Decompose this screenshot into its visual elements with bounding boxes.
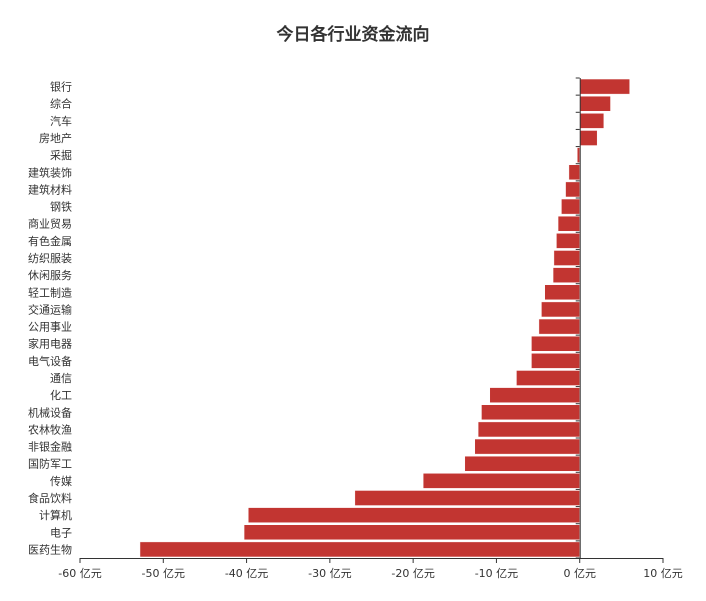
x-tick-label: -40 亿元: [225, 567, 268, 580]
bar-汽车[interactable]: [579, 113, 605, 129]
bar-钢铁[interactable]: [561, 198, 580, 215]
bar-电子[interactable]: [243, 524, 580, 541]
x-tick-label: -20 亿元: [391, 567, 434, 580]
bar-机械设备[interactable]: [481, 404, 580, 421]
bar-建筑材料[interactable]: [565, 181, 580, 198]
category-label: 传媒: [50, 475, 72, 488]
bar-电气设备[interactable]: [531, 353, 580, 369]
category-label: 机械设备: [28, 405, 72, 419]
category-label: 交通运输: [28, 302, 72, 316]
category-label: 房地产: [39, 131, 72, 145]
bar-化工[interactable]: [489, 387, 580, 403]
x-tick-label: -10 亿元: [475, 567, 518, 580]
bar-公用事业[interactable]: [538, 318, 580, 335]
bar-食品饮料[interactable]: [354, 490, 580, 506]
category-label: 计算机: [39, 508, 72, 522]
bar-家用电器[interactable]: [531, 335, 580, 352]
bar-休闲服务[interactable]: [552, 267, 580, 283]
category-label: 家用电器: [28, 337, 72, 351]
category-label: 农林牧渔: [28, 422, 72, 436]
category-label: 化工: [50, 388, 72, 402]
bar-国防军工[interactable]: [464, 455, 580, 472]
category-label: 国防军工: [28, 457, 72, 471]
bar-有色金属[interactable]: [556, 233, 580, 249]
category-label: 通信: [50, 372, 72, 385]
bar-计算机[interactable]: [247, 507, 580, 523]
x-tick-label: -30 亿元: [308, 567, 351, 580]
category-labels: 银行综合汽车房地产采掘建筑装饰建筑材料钢铁商业贸易有色金属纺织服装休闲服务轻工制…: [28, 80, 72, 557]
category-label: 公用事业: [28, 321, 72, 334]
bar-轻工制造[interactable]: [544, 284, 580, 301]
bar-交通运输[interactable]: [541, 301, 580, 318]
category-label: 综合: [50, 97, 72, 111]
category-label: 商业贸易: [28, 217, 72, 231]
category-label: 休闲服务: [28, 268, 72, 282]
bar-商业贸易[interactable]: [557, 215, 580, 232]
category-label: 电气设备: [28, 354, 72, 368]
bar-医药生物[interactable]: [139, 541, 580, 558]
bar-建筑装饰[interactable]: [568, 164, 580, 181]
chart-title: 今日各行业资金流向: [276, 25, 430, 45]
bar-通信[interactable]: [516, 370, 580, 386]
category-label: 银行: [50, 80, 72, 94]
bars-group: [139, 78, 630, 558]
bar-银行[interactable]: [579, 78, 630, 95]
category-label: 非银金融: [28, 440, 72, 454]
category-label: 有色金属: [28, 234, 72, 248]
category-label: 轻工制造: [28, 285, 72, 299]
category-label: 建筑装饰: [28, 165, 72, 179]
category-label: 医药生物: [28, 542, 72, 556]
x-tick-label: -60 亿元: [58, 567, 101, 580]
axes-group: -60 亿元 -50 亿元 -40 亿元 -30 亿元 -20 亿元 -10 亿元 0 亿元…: [58, 77, 683, 580]
bar-传媒[interactable]: [422, 473, 580, 489]
category-label: 钢铁: [50, 201, 72, 214]
bar-农林牧渔[interactable]: [477, 421, 580, 438]
x-tick-label: 10 亿元: [643, 567, 683, 580]
bar-综合[interactable]: [579, 95, 611, 112]
bar-采掘[interactable]: [576, 147, 580, 163]
x-tick-label: 0 亿元: [563, 567, 596, 580]
category-label: 纺织服装: [28, 251, 72, 265]
category-label: 采掘: [50, 148, 72, 162]
category-label: 电子: [50, 526, 72, 539]
bar-纺织服装[interactable]: [553, 250, 580, 266]
bar-非银金融[interactable]: [474, 438, 580, 455]
category-label: 汽车: [50, 114, 72, 128]
category-label: 食品饮料: [28, 491, 72, 505]
x-tick-label: -50 亿元: [142, 567, 185, 580]
category-label: 建筑材料: [28, 182, 72, 196]
bar-房地产[interactable]: [579, 130, 598, 146]
